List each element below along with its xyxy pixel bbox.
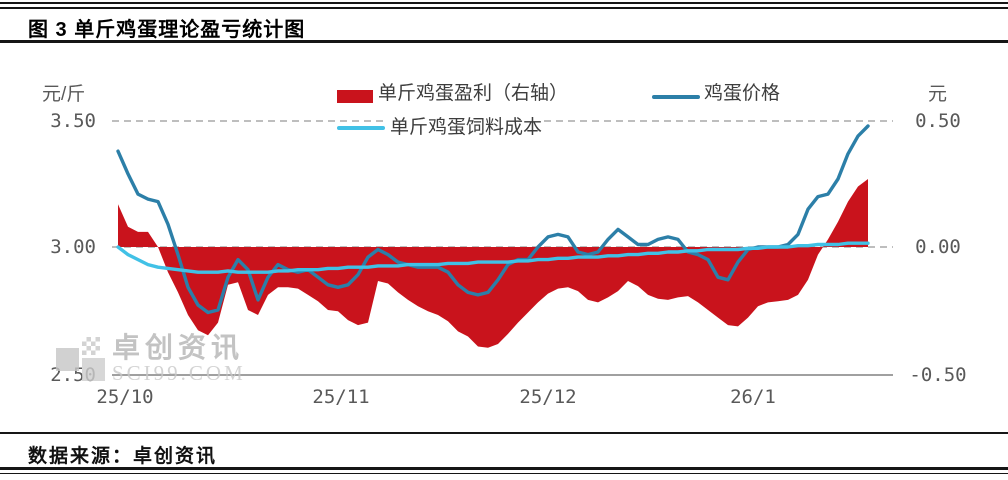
top-border-inner [0, 7, 1008, 9]
watermark-name: 卓创资讯 [112, 332, 245, 363]
data-source: 数据来源：卓创资讯 [28, 446, 218, 467]
footer-top-border [0, 432, 1008, 434]
bottom-border-inner [0, 473, 1008, 474]
title-underline [0, 40, 1008, 43]
profit-legend-label: 单斤鸡蛋盈利（右轴） [376, 83, 571, 105]
left-axis-tick: 3.50 [50, 110, 96, 132]
profit-area-legend-swatch [337, 90, 373, 103]
x-axis-tick: 25/12 [519, 386, 577, 408]
right-axis-unit: 元 [928, 84, 948, 105]
right-axis-tick: 0.50 [915, 110, 961, 132]
top-border-outer [0, 2, 1008, 4]
bottom-border-outer [0, 467, 1008, 470]
cost-line-legend-swatch [337, 126, 385, 130]
left-axis-tick: 3.00 [50, 236, 96, 258]
x-axis-tick: 25/11 [312, 386, 370, 408]
price-line-legend-swatch [652, 95, 700, 99]
left-axis-unit: 元/斤 [42, 84, 86, 105]
right-axis-tick: 0.00 [915, 236, 961, 258]
right-axis-tick: -0.50 [909, 364, 967, 386]
figure-title: 图 3 单斤鸡蛋理论盈亏统计图 [28, 19, 306, 41]
cost-legend-label: 单斤鸡蛋饲料成本 [388, 117, 545, 139]
x-axis-tick: 26/1 [730, 386, 776, 408]
x-axis-tick: 25/10 [96, 386, 154, 408]
left-axis-tick: 2.50 [50, 364, 96, 386]
watermark-url: SCI99.COM [112, 361, 246, 385]
price-legend-label: 鸡蛋价格 [702, 83, 783, 105]
